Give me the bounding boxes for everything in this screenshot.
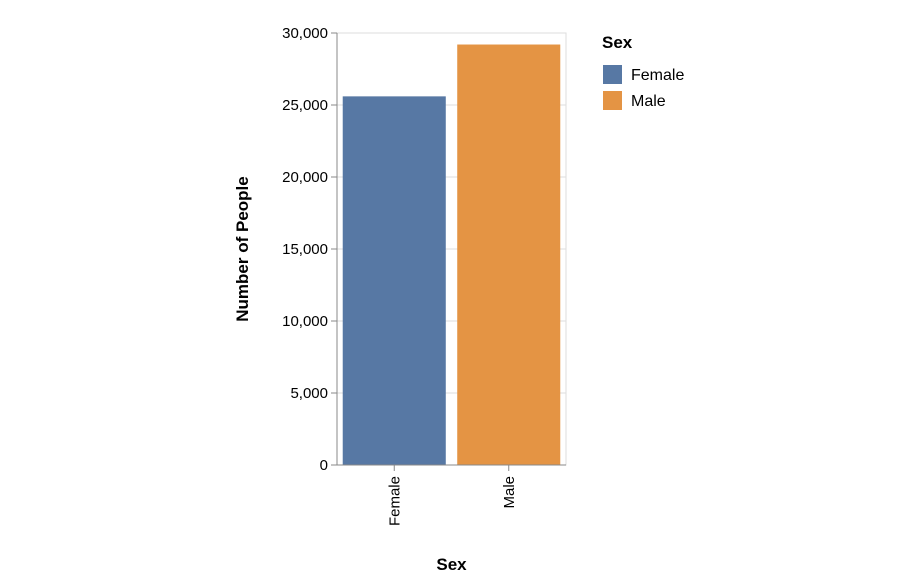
legend-title: Sex: [602, 33, 633, 52]
legend-swatch-female: [603, 65, 622, 84]
x-tick-label: Male: [501, 476, 518, 509]
y-tick-label: 25,000: [282, 97, 328, 114]
y-tick-label: 15,000: [282, 241, 328, 258]
y-axis: 0 5,000 10,000 15,000 20,000 25,000 30,000: [282, 25, 338, 474]
legend-label-female: Female: [631, 67, 684, 84]
x-axis: Female Male: [337, 464, 566, 526]
legend-label-male: Male: [631, 93, 666, 110]
legend: Sex Female Male: [602, 33, 684, 110]
plot-area: [336, 32, 567, 466]
y-tick-label: 0: [320, 457, 328, 474]
bar-female: [342, 96, 446, 466]
bar-male: [457, 44, 561, 466]
x-tick-label: Female: [386, 476, 403, 526]
y-axis-title: Number of People: [233, 176, 252, 321]
legend-swatch-male: [603, 91, 622, 110]
y-tick-label: 30,000: [282, 25, 328, 42]
y-tick-label: 5,000: [290, 385, 328, 402]
y-tick-label: 10,000: [282, 313, 328, 330]
x-axis-title: Sex: [436, 555, 467, 574]
y-tick-label: 20,000: [282, 169, 328, 186]
